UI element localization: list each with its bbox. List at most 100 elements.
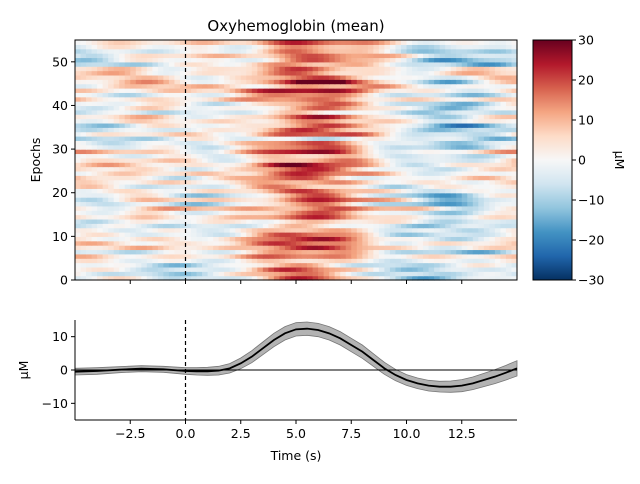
heatmap-cell	[163, 201, 170, 207]
heatmap-cell	[262, 153, 269, 159]
heatmap-cell	[329, 166, 336, 172]
heatmap-cell	[511, 118, 518, 124]
heatmap-cell	[450, 83, 457, 89]
heatmap-cell	[384, 79, 391, 85]
heatmap-cell	[378, 140, 386, 146]
heatmap-cell	[318, 223, 325, 229]
heatmap-cell	[240, 88, 247, 93]
heatmap-cell	[412, 88, 419, 93]
heatmap-cell	[163, 240, 170, 246]
heatmap-cell	[296, 197, 303, 203]
heatmap-cell	[434, 122, 441, 128]
heatmap-cell	[478, 205, 485, 211]
heatmap-cell	[157, 57, 165, 63]
heatmap-cell	[428, 188, 435, 194]
heatmap-cell	[400, 271, 408, 277]
heatmap-cell	[168, 157, 176, 163]
heatmap-cell	[251, 127, 258, 133]
heatmap-cell	[489, 205, 496, 211]
heatmap-cell	[329, 131, 336, 137]
heatmap-cell	[229, 227, 236, 233]
heatmap-cell	[362, 275, 369, 281]
heatmap-cell	[400, 197, 408, 203]
heatmap-cell	[351, 271, 358, 277]
heatmap-cell	[163, 118, 170, 124]
heatmap-cell	[152, 205, 159, 211]
heatmap-cell	[439, 275, 446, 281]
heatmap-cell	[472, 122, 479, 128]
heatmap-cell	[445, 157, 452, 163]
heatmap-cell	[478, 236, 485, 242]
heatmap-cell	[296, 44, 303, 50]
heatmap-cell	[412, 275, 419, 281]
heatmap-cell	[284, 79, 292, 85]
heatmap-cell	[406, 88, 413, 93]
heatmap-cell	[450, 266, 457, 272]
heatmap-cell	[312, 175, 319, 181]
heatmap-cell	[284, 88, 292, 93]
heatmap-cell	[75, 240, 82, 246]
heatmap-cell	[472, 188, 479, 194]
heatmap-cell	[102, 162, 109, 168]
heatmap-cell	[213, 214, 220, 220]
heatmap-cell	[461, 118, 468, 124]
heatmap-cell	[268, 240, 275, 246]
heatmap-cell	[373, 236, 380, 242]
heatmap-cell	[262, 192, 269, 198]
heatmap-cell	[505, 232, 513, 237]
heatmap-cell	[174, 48, 181, 54]
heatmap-cell	[224, 197, 231, 203]
heatmap-cell	[362, 271, 369, 277]
heatmap-cell	[478, 179, 485, 185]
heatmap-cell	[146, 210, 153, 216]
heatmap-cell	[505, 214, 513, 220]
heatmap-cell	[296, 109, 303, 115]
heatmap-cell	[240, 79, 247, 85]
heatmap-cell	[373, 127, 380, 133]
heatmap-cell	[456, 170, 463, 176]
heatmap-cell	[334, 271, 341, 277]
heatmap-cell	[290, 240, 297, 246]
heatmap-cell	[290, 48, 297, 54]
heatmap-cell	[307, 258, 314, 264]
heatmap-cell	[400, 57, 408, 63]
heatmap-cell	[185, 53, 192, 59]
heatmap-cell	[450, 122, 457, 128]
heatmap-cell	[196, 57, 203, 63]
heatmap-y-tick-label: 50	[52, 54, 68, 69]
heatmap-cell	[196, 205, 203, 211]
heatmap-cell	[191, 210, 198, 216]
heatmap-cell	[246, 236, 253, 242]
heatmap-cell	[500, 44, 507, 50]
heatmap-cell	[268, 61, 275, 67]
heatmap-cell	[483, 70, 490, 76]
heatmap-cell	[395, 114, 402, 120]
heatmap-cell	[345, 140, 352, 146]
heatmap-cell	[445, 105, 452, 111]
heatmap-cell	[157, 188, 165, 194]
heatmap-cell	[500, 88, 507, 93]
heatmap-cell	[467, 197, 474, 203]
heatmap-cell	[218, 136, 225, 141]
heatmap-cell	[428, 44, 435, 50]
heatmap-cell	[345, 214, 352, 220]
heatmap-cell	[406, 192, 413, 198]
heatmap-cell	[135, 162, 142, 168]
heatmap-cell	[417, 166, 424, 172]
heatmap-cell	[108, 162, 115, 168]
heatmap-cell	[290, 245, 297, 251]
heatmap-cell	[235, 79, 242, 85]
heatmap-cell	[434, 227, 441, 233]
heatmap-cell	[86, 236, 93, 242]
heatmap-cell	[268, 122, 275, 128]
heatmap-cell	[500, 266, 507, 272]
heatmap-cell	[323, 162, 330, 168]
heatmap-cell	[456, 162, 463, 168]
heatmap-cell	[174, 101, 181, 107]
heatmap-cell	[80, 105, 87, 111]
heatmap-cell	[268, 179, 275, 185]
heatmap-cell	[356, 88, 363, 93]
heatmap-cell	[340, 253, 347, 259]
heatmap-cell	[423, 188, 430, 194]
